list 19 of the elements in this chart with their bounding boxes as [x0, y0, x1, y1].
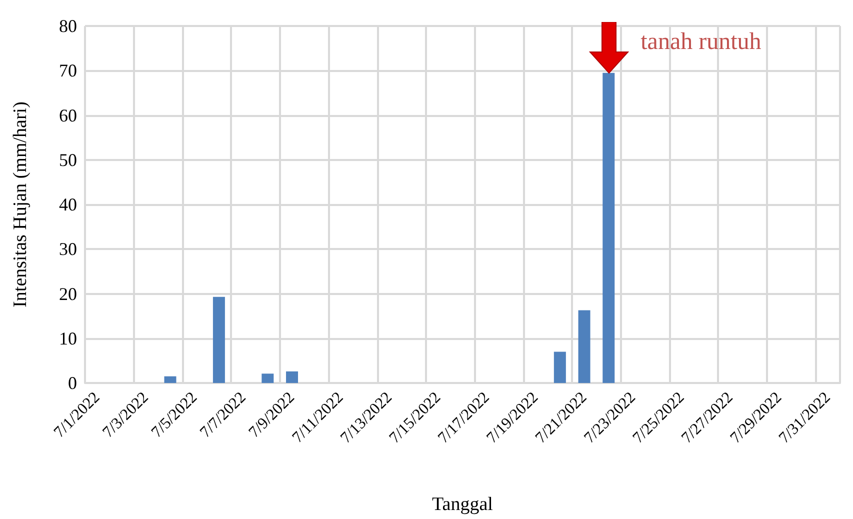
- bar: [262, 374, 274, 383]
- annotation: tanah runtuh: [640, 28, 762, 55]
- y-tick-label: 80: [59, 16, 77, 36]
- y-tick-label: 70: [59, 60, 77, 81]
- x-axis-title: Tanggal: [432, 494, 493, 515]
- bar: [602, 72, 615, 383]
- y-axis-title: Intensitas Hujan (mm/hari): [10, 102, 31, 308]
- y-tick-label: 0: [68, 373, 77, 393]
- y-tick-label: 30: [59, 239, 77, 260]
- bar: [286, 371, 298, 383]
- y-tick-label: 60: [59, 105, 77, 126]
- y-tick-label: 40: [59, 194, 77, 214]
- bar: [578, 310, 590, 383]
- y-tick-label: 50: [59, 150, 77, 170]
- bar: [164, 376, 176, 383]
- bar: [212, 296, 225, 383]
- y-tick-label: 20: [59, 284, 77, 304]
- bar: [554, 352, 566, 383]
- y-tick-label: 10: [59, 328, 77, 348]
